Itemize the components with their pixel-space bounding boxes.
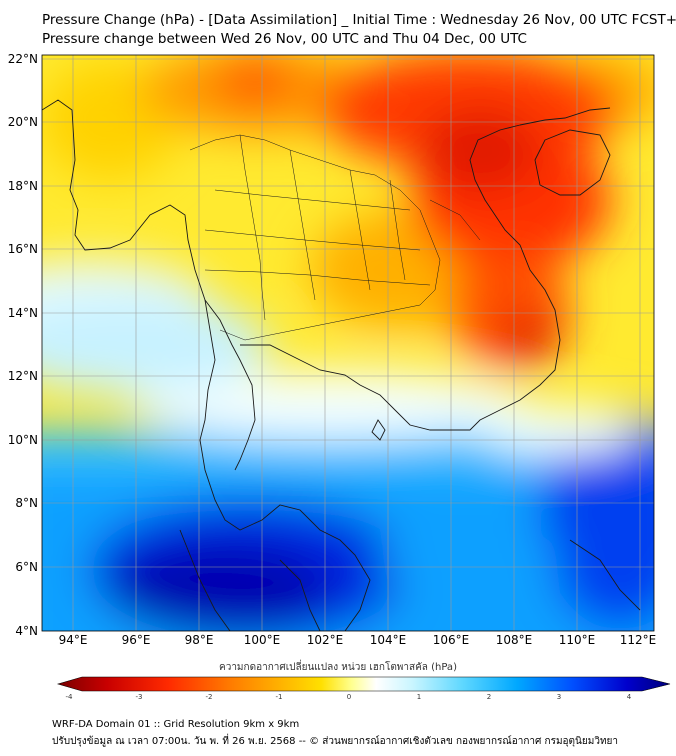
lon-label: 102°E — [307, 633, 344, 647]
lon-axis: 94°E 96°E 98°E 100°E 102°E 104°E 106°E 1… — [59, 633, 657, 647]
colorbar-tick: -2 — [206, 693, 213, 701]
lat-label: 4°N — [15, 624, 38, 638]
colorbar-tick: 1 — [417, 693, 421, 701]
colorbar: -4 -3 -2 -1 0 1 2 3 4 — [56, 676, 671, 701]
colorbar-ticks: -4 -3 -2 -1 0 1 2 3 4 — [66, 693, 632, 701]
lon-label: 98°E — [185, 633, 214, 647]
lon-label: 104°E — [370, 633, 407, 647]
colorbar-tick: 3 — [557, 693, 561, 701]
admin-borders — [189, 134, 481, 341]
pressure-field — [42, 55, 654, 631]
lat-label: 6°N — [15, 560, 38, 574]
lat-label: 8°N — [15, 496, 38, 510]
lat-label: 10°N — [8, 433, 38, 447]
lon-label: 94°E — [59, 633, 88, 647]
title-line1: Pressure Change (hPa) - [Data Assimilati… — [42, 12, 676, 28]
lat-label: 18°N — [8, 179, 38, 193]
plot-frame — [41, 54, 655, 632]
grid — [42, 55, 654, 631]
lat-axis: 22°N 20°N 18°N 16°N 14°N 12°N 10°N 8°N 6… — [8, 52, 38, 638]
coastlines — [42, 99, 641, 631]
lat-label: 22°N — [8, 52, 38, 66]
colorbar-tick: 4 — [627, 693, 632, 701]
lon-label: 110°E — [559, 633, 596, 647]
colorbar-label: ความกดอากาศเปลี่ยนแปลง หน่วย เฮกโตพาสคัล… — [219, 662, 457, 673]
title-line2: Pressure change between Wed 26 Nov, 00 U… — [42, 31, 527, 47]
colorbar-tick: -4 — [66, 693, 74, 701]
lat-label: 14°N — [8, 306, 38, 320]
lon-label: 108°E — [496, 633, 533, 647]
pressure-map: 22°N 20°N 18°N 16°N 14°N 12°N 10°N 8°N 6… — [8, 52, 671, 701]
colorbar-tick: 0 — [347, 693, 351, 701]
lon-label: 96°E — [122, 633, 151, 647]
lat-label: 12°N — [8, 369, 38, 383]
colorbar-tick: -3 — [136, 693, 143, 701]
lon-label: 100°E — [244, 633, 281, 647]
colorbar-tick: -1 — [276, 693, 283, 701]
lon-label: 112°E — [620, 633, 657, 647]
lat-label: 16°N — [8, 242, 38, 256]
colorbar-tick: 2 — [487, 693, 491, 701]
lon-label: 106°E — [433, 633, 470, 647]
footer-line1: WRF-DA Domain 01 :: Grid Resolution 9km … — [52, 719, 300, 730]
colorbar-bar — [56, 676, 671, 692]
lat-label: 20°N — [8, 115, 38, 129]
footer-line2: ปรับปรุงข้อมูล ณ เวลา 07:00น. วัน พ. ที่… — [52, 736, 619, 747]
